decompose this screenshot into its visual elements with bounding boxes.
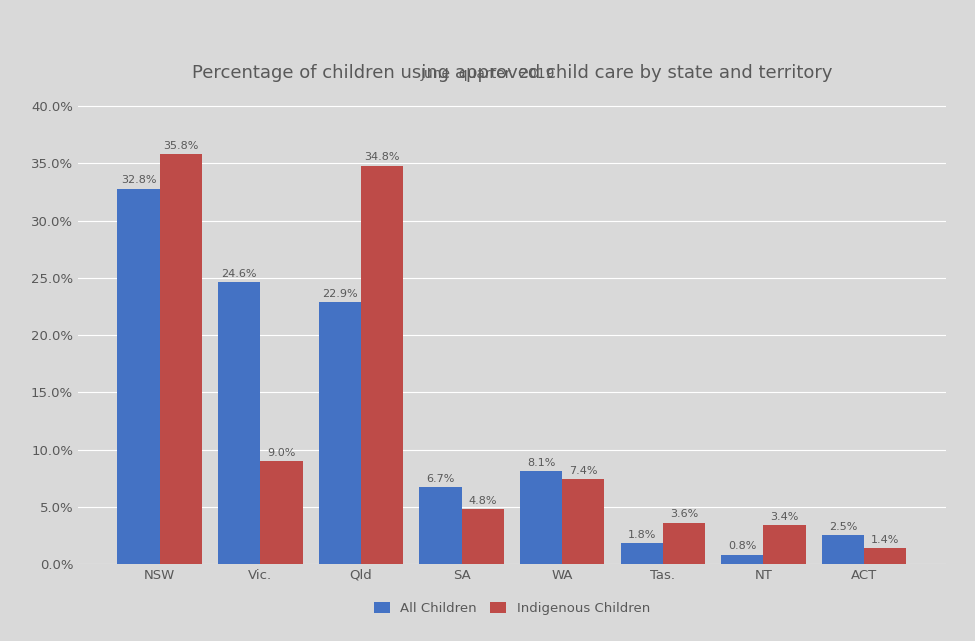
Title: Percentage of children using approved child care by state and territory: Percentage of children using approved ch… (192, 63, 832, 82)
Bar (160, 154, 202, 564)
Text: 1.4%: 1.4% (871, 535, 899, 545)
Text: 3.4%: 3.4% (770, 512, 799, 522)
Text: 0.8%: 0.8% (728, 542, 757, 551)
Text: June  quarter  2019: June quarter 2019 (420, 67, 555, 81)
Text: 9.0%: 9.0% (267, 447, 295, 458)
Text: 7.4%: 7.4% (569, 466, 598, 476)
Bar (722, 555, 763, 564)
Legend: All Children, Indigenous Children: All Children, Indigenous Children (369, 596, 655, 620)
Text: 35.8%: 35.8% (163, 141, 199, 151)
Bar (260, 461, 302, 564)
Text: 24.6%: 24.6% (221, 269, 257, 279)
Text: 34.8%: 34.8% (365, 153, 400, 162)
Bar (864, 548, 907, 564)
Bar (663, 523, 705, 564)
Text: 32.8%: 32.8% (121, 175, 156, 185)
Bar (319, 302, 361, 564)
Bar (520, 471, 563, 564)
Bar (563, 479, 604, 564)
Text: 3.6%: 3.6% (670, 510, 698, 519)
Bar (763, 525, 805, 564)
Bar (461, 509, 504, 564)
Text: 4.8%: 4.8% (468, 495, 497, 506)
Text: 2.5%: 2.5% (829, 522, 857, 532)
Bar (419, 487, 461, 564)
Text: 1.8%: 1.8% (628, 530, 656, 540)
Bar (218, 283, 260, 564)
Text: 6.7%: 6.7% (426, 474, 454, 484)
Text: 22.9%: 22.9% (322, 288, 358, 299)
Bar (361, 166, 404, 564)
Bar (117, 188, 160, 564)
Text: 8.1%: 8.1% (526, 458, 555, 468)
Bar (620, 544, 663, 564)
Bar (822, 535, 864, 564)
